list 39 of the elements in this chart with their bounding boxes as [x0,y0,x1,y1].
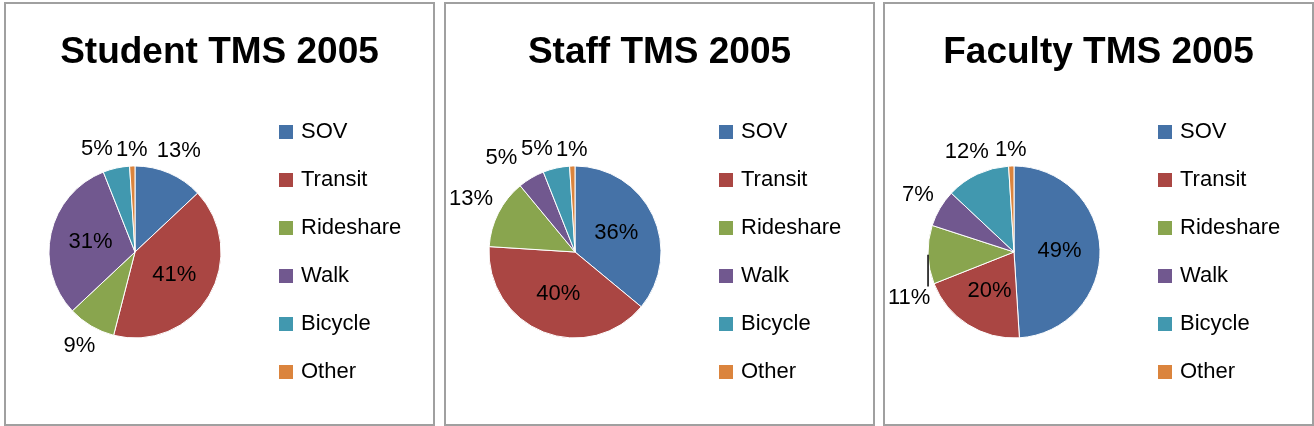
data-label: 41% [152,261,197,287]
legend-label: Transit [301,166,368,192]
legend-label: Other [741,358,797,384]
legend-label: SOV [301,118,348,144]
legend-label: Walk [741,262,791,288]
data-label: 9% [63,332,96,358]
data-label: 1% [115,135,148,161]
legend-label: Bicycle [1180,310,1250,336]
data-label: 7% [902,181,934,207]
data-label: 12% [944,137,989,163]
data-label: 11% [888,283,931,309]
chart-title: Staff TMS 2005 [527,30,792,71]
data-label: 13% [156,136,201,162]
legend-label: Walk [1180,262,1230,288]
data-label: 49% [1037,236,1082,262]
data-label: 13% [448,184,494,210]
chart-title: Student TMS 2005 [60,30,379,71]
data-label: 20% [967,276,1012,302]
legend-label: Bicycle [741,310,811,336]
legend-label: Other [1180,358,1236,384]
legend-label: SOV [1180,118,1227,144]
data-label: 5% [81,135,113,161]
legend-label: Transit [1180,166,1247,192]
legend-label: Walk [301,262,351,288]
data-label: 5% [521,135,553,161]
data-label: 36% [594,218,639,244]
chart-title: Faculty TMS 2005 [943,30,1254,71]
legend-label: Transit [741,166,808,192]
data-label: 1% [555,135,588,161]
legend-label: Other [301,358,357,384]
legend-label: Rideshare [741,214,842,240]
legend-label: Rideshare [1180,214,1281,240]
data-label: 5% [485,144,518,170]
legend-label: Rideshare [301,214,402,240]
data-label: 40% [536,280,581,306]
legend-label: Bicycle [301,310,371,336]
data-label: 1% [994,135,1027,161]
legend-label: SOV [741,118,788,144]
data-label: 31% [68,228,113,254]
